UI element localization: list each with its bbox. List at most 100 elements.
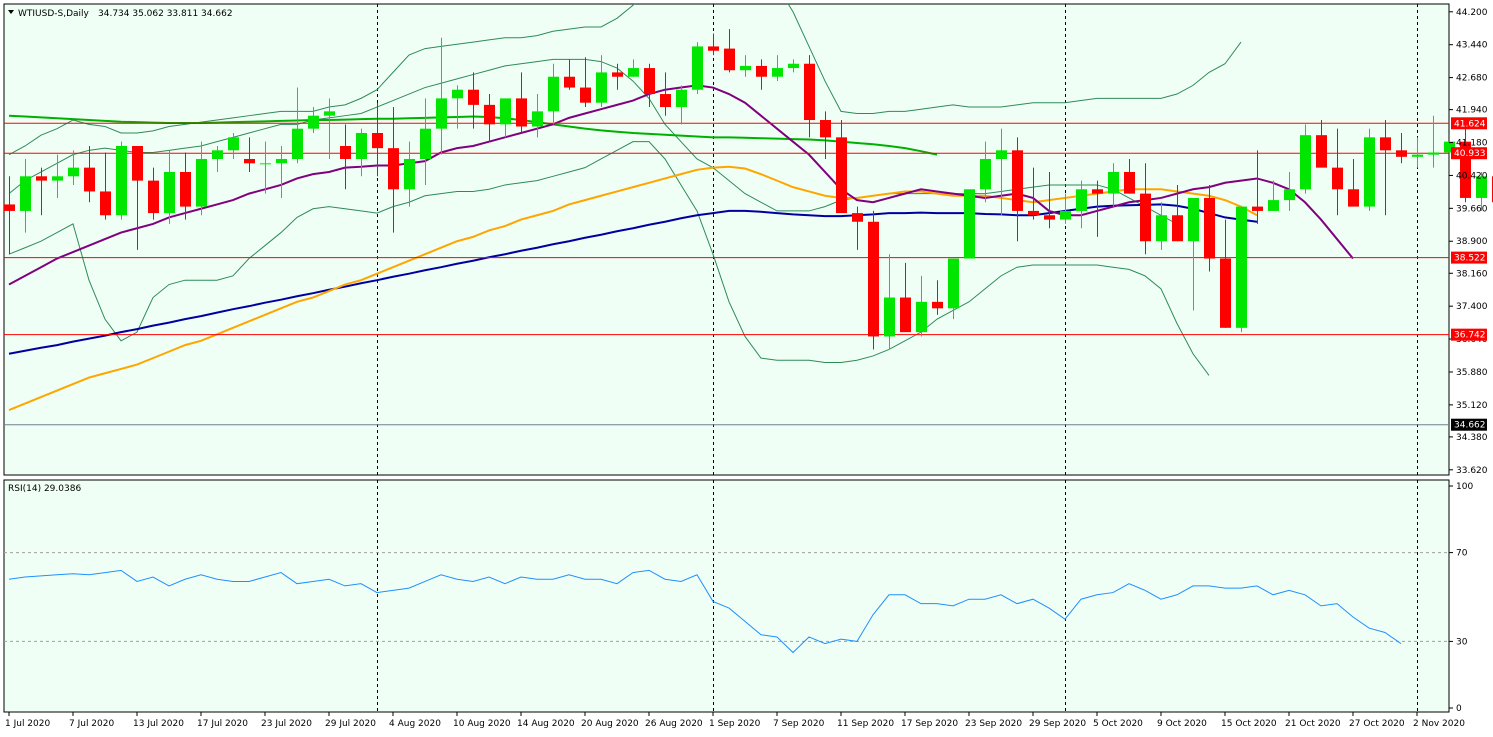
candle[interactable] (580, 57, 591, 108)
candle[interactable] (84, 145, 95, 203)
candle[interactable] (996, 128, 1007, 216)
candle[interactable] (548, 63, 559, 125)
candle[interactable] (740, 55, 751, 77)
candle[interactable] (1060, 193, 1071, 224)
candle[interactable] (948, 258, 959, 320)
candle[interactable] (708, 33, 719, 56)
candle[interactable] (932, 280, 943, 315)
candle[interactable] (788, 59, 799, 73)
candle[interactable] (468, 72, 479, 129)
candle[interactable] (228, 133, 239, 159)
candle[interactable] (372, 102, 383, 177)
candle[interactable] (980, 141, 991, 203)
candle[interactable] (1284, 171, 1295, 211)
candle[interactable] (340, 124, 351, 190)
candle[interactable] (196, 141, 207, 216)
candle[interactable] (660, 72, 671, 116)
candle[interactable] (1108, 163, 1119, 207)
candle[interactable] (164, 150, 175, 224)
candle[interactable] (452, 85, 463, 129)
candle[interactable] (596, 55, 607, 108)
candle[interactable] (1188, 197, 1199, 311)
candle[interactable] (964, 189, 975, 259)
candle[interactable] (836, 120, 847, 214)
candle[interactable] (1252, 150, 1263, 224)
candle[interactable] (1380, 120, 1391, 216)
candle[interactable] (308, 107, 319, 134)
candle[interactable] (1220, 219, 1231, 328)
candle[interactable] (292, 87, 303, 164)
candle[interactable] (212, 145, 223, 172)
candle[interactable] (820, 111, 831, 159)
candle[interactable] (900, 262, 911, 333)
candle[interactable] (1364, 128, 1375, 211)
candle[interactable] (1348, 158, 1359, 207)
candle[interactable] (1316, 120, 1327, 168)
dropdown-arrow-icon[interactable] (8, 10, 14, 14)
candle[interactable] (148, 167, 159, 220)
candle[interactable] (116, 141, 127, 220)
candle[interactable] (1172, 184, 1183, 242)
x-tick-label: 7 Jul 2020 (69, 719, 114, 729)
candle[interactable] (500, 98, 511, 138)
x-tick-label: 27 Oct 2020 (1349, 719, 1405, 729)
candle[interactable] (1428, 115, 1439, 168)
candle[interactable] (804, 55, 815, 138)
candle[interactable] (564, 59, 575, 90)
candle[interactable] (244, 137, 255, 172)
candle[interactable] (1460, 128, 1471, 203)
candle[interactable] (1044, 171, 1055, 229)
candle[interactable] (404, 141, 415, 207)
candle[interactable] (612, 63, 623, 90)
candle[interactable] (1156, 202, 1167, 250)
candle[interactable] (628, 59, 639, 77)
candle[interactable] (1028, 167, 1039, 220)
candle[interactable] (1396, 133, 1407, 164)
candle[interactable] (1476, 171, 1487, 211)
candle[interactable] (644, 63, 655, 108)
candle[interactable] (1300, 124, 1311, 194)
candle[interactable] (1236, 206, 1247, 333)
rsi-panel[interactable] (3, 479, 1450, 713)
candle[interactable] (868, 210, 879, 350)
candle[interactable] (356, 128, 367, 177)
candle[interactable] (276, 145, 287, 198)
candle[interactable] (20, 158, 31, 233)
price-panel[interactable] (3, 3, 1450, 476)
candle[interactable] (676, 85, 687, 125)
candle[interactable] (436, 37, 447, 155)
candle[interactable] (324, 98, 335, 159)
candle[interactable] (756, 59, 767, 90)
svg-text:40.933: 40.933 (1454, 149, 1486, 159)
candle[interactable] (1124, 158, 1135, 194)
candle[interactable] (388, 107, 399, 233)
svg-text:34.662: 34.662 (1454, 421, 1486, 431)
candle[interactable] (1444, 133, 1455, 181)
candle[interactable] (692, 42, 703, 95)
candle[interactable] (1332, 128, 1343, 216)
candle[interactable] (772, 55, 783, 82)
candle[interactable] (132, 145, 143, 250)
candle[interactable] (4, 176, 15, 255)
candle[interactable] (1268, 180, 1279, 211)
candle[interactable] (484, 94, 495, 142)
candle[interactable] (1092, 180, 1103, 237)
candle[interactable] (532, 94, 543, 138)
candle[interactable] (420, 98, 431, 185)
candle[interactable] (68, 150, 79, 185)
candle[interactable] (36, 167, 47, 216)
candle[interactable] (724, 29, 735, 73)
candle[interactable] (260, 141, 271, 194)
candle[interactable] (1204, 184, 1215, 272)
candle[interactable] (100, 152, 111, 220)
candle[interactable] (1412, 137, 1423, 168)
candle[interactable] (916, 275, 927, 337)
candle[interactable] (516, 72, 527, 134)
candle[interactable] (180, 152, 191, 220)
candle[interactable] (1076, 180, 1087, 229)
candle[interactable] (884, 254, 895, 350)
candle[interactable] (852, 206, 863, 250)
candle[interactable] (1140, 163, 1151, 255)
candle[interactable] (1012, 137, 1023, 242)
candle[interactable] (52, 154, 63, 198)
